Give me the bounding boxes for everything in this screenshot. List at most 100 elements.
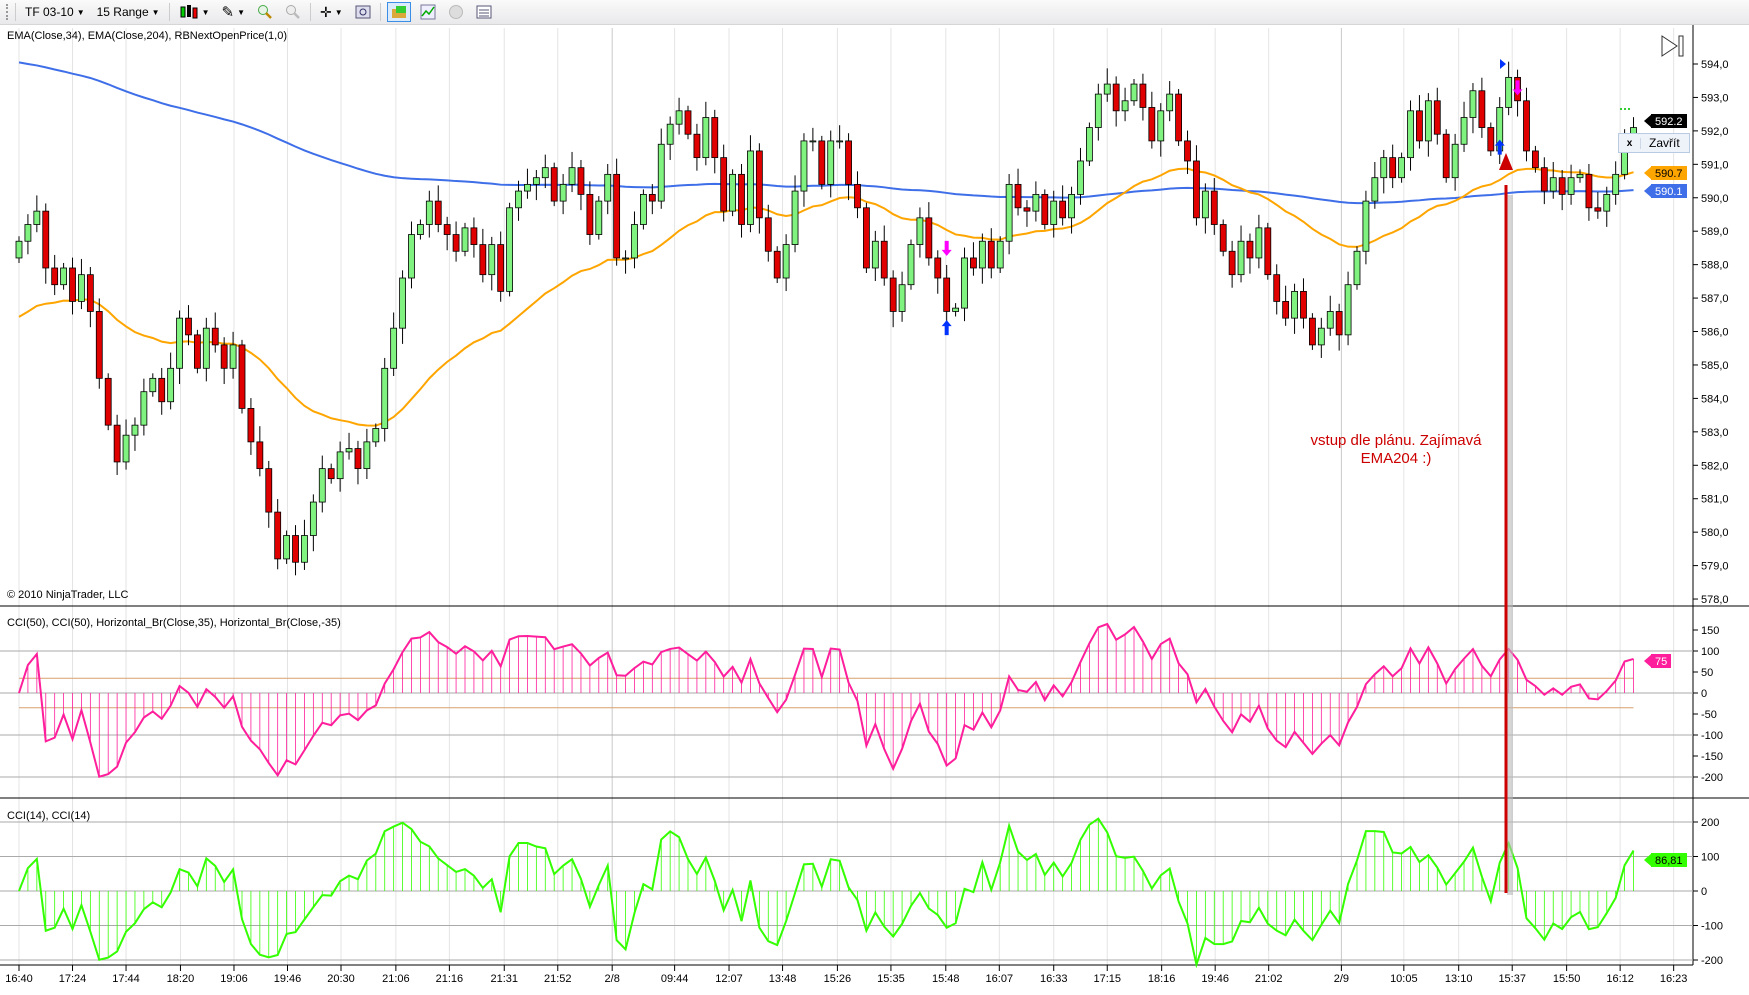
chevron-down-icon: ▼: [237, 7, 245, 17]
candle-down: [693, 133, 701, 159]
candle-up: [747, 150, 754, 225]
drawing-tool-button[interactable]: ✎ ▼: [219, 2, 249, 22]
candle-down: [1416, 110, 1423, 142]
candle-up: [461, 227, 469, 252]
candle-up: [1460, 117, 1468, 145]
candle-down: [1558, 177, 1566, 195]
candle-up: [15, 240, 23, 259]
strategy-button[interactable]: [386, 2, 411, 22]
cci50-tick-label: -200: [1701, 772, 1723, 784]
candle-down: [1335, 311, 1343, 336]
candle-up: [1103, 83, 1111, 95]
data-box-icon: [448, 5, 463, 19]
candle-down: [1175, 93, 1182, 142]
properties-button[interactable]: [352, 3, 374, 21]
cci14-line: [18, 817, 1635, 969]
cci50-tick-label: 100: [1701, 646, 1719, 658]
short-entry-arrow-icon: [1512, 80, 1523, 96]
time-tick-label: 20:30: [327, 973, 355, 985]
candle-down: [1210, 190, 1218, 225]
period-selector[interactable]: 15 Range ▼: [94, 4, 163, 20]
ema34-line: [18, 167, 1634, 427]
candle-down: [1532, 150, 1539, 169]
candle-down: [1540, 167, 1548, 192]
chart-trader-button[interactable]: [473, 3, 495, 21]
time-tick-label: 2/9: [1334, 973, 1349, 985]
data-box-button[interactable]: [445, 3, 467, 21]
price-tick-label: 588,0: [1701, 260, 1729, 272]
candle-down: [934, 257, 942, 279]
scroll-to-end-icon[interactable]: [1660, 34, 1686, 58]
time-tick-label: 17:24: [59, 973, 87, 985]
chart-area[interactable]: 594,0 593,0 592,0 591,0 590,0 589,0 588,0 587,0…: [0, 25, 1749, 995]
candle-down: [684, 110, 692, 135]
crosshair-icon: ✛: [320, 3, 332, 20]
candle-up: [952, 307, 959, 312]
candle-down: [1309, 317, 1316, 346]
period-label: 15 Range: [96, 5, 149, 19]
close-popup[interactable]: x Zavřít: [1618, 133, 1690, 153]
candle-up: [488, 244, 496, 276]
candle-up: [568, 167, 576, 185]
candle-down: [720, 157, 728, 212]
candle-down: [987, 240, 995, 269]
candle-up: [809, 140, 817, 143]
candle-down: [42, 210, 50, 269]
candle-up: [1576, 173, 1584, 179]
candle-up: [898, 284, 906, 312]
candle-up: [140, 391, 148, 426]
close-label[interactable]: Zavřít: [1649, 136, 1680, 150]
candle-down: [1041, 194, 1049, 225]
candle-down: [104, 377, 112, 426]
zoom-out-button[interactable]: [282, 3, 304, 21]
candle-up: [515, 190, 522, 209]
crosshair-button[interactable]: ✛ ▼: [317, 3, 346, 22]
price-tick-label: 581,0: [1701, 494, 1729, 506]
candle-down: [1442, 133, 1450, 179]
zoom-in-button[interactable]: [254, 3, 276, 21]
chart-style-button[interactable]: ▼: [176, 3, 213, 21]
time-tick-label: 12:07: [715, 973, 743, 985]
candle-down: [497, 244, 505, 292]
time-tick-label: 10:05: [1390, 973, 1418, 985]
candle-down: [577, 167, 585, 195]
candle-up: [1603, 194, 1611, 212]
candle-down: [1246, 240, 1254, 259]
candle-down: [1228, 250, 1236, 276]
candle-down: [265, 468, 273, 513]
candle-up: [33, 210, 41, 225]
candle-up: [559, 183, 567, 202]
indicator-button[interactable]: [417, 3, 439, 21]
candle-up: [399, 277, 406, 329]
candle-up: [1362, 200, 1370, 252]
annotation-line-2: EMA204 :): [1360, 450, 1432, 467]
candle-down: [51, 267, 59, 286]
price-tick-label: 585,0: [1701, 360, 1729, 372]
instrument-label: TF 03-10: [25, 5, 74, 19]
candle-down: [443, 224, 451, 235]
time-tick-label: 09:44: [661, 973, 689, 985]
candle-down: [1264, 227, 1272, 276]
time-tick-label: 16:12: [1606, 973, 1634, 985]
long-entry-arrow-icon: [1494, 139, 1505, 155]
candle-down: [247, 408, 255, 443]
candle-up: [363, 441, 371, 470]
candle-up: [729, 173, 736, 212]
price-tick-label: 582,0: [1701, 460, 1729, 472]
price-tick-label: 593,0: [1701, 92, 1729, 104]
toolbar-grip[interactable]: [6, 4, 9, 20]
time-tick-label: 15:37: [1498, 973, 1526, 985]
time-tick-label: 13:48: [769, 973, 797, 985]
price-tick-label: 580,0: [1701, 527, 1729, 539]
price-tick-label: 590,0: [1701, 193, 1729, 205]
candle-up: [336, 451, 344, 480]
price-tick-label: 578,0: [1701, 594, 1729, 606]
last-price-tag: 592.2: [1644, 114, 1687, 128]
chart-annotation[interactable]: vstup dle plánu. Zajímavá EMA204 :): [1296, 432, 1496, 468]
close-icon[interactable]: x: [1619, 137, 1641, 149]
instrument-selector[interactable]: TF 03-10 ▼: [22, 4, 88, 20]
cci14-value-tag: 86,81: [1644, 853, 1687, 867]
candle-up: [541, 167, 549, 179]
short-entry-arrow-icon: [941, 240, 952, 256]
price-tick-label: 591,0: [1701, 159, 1729, 171]
